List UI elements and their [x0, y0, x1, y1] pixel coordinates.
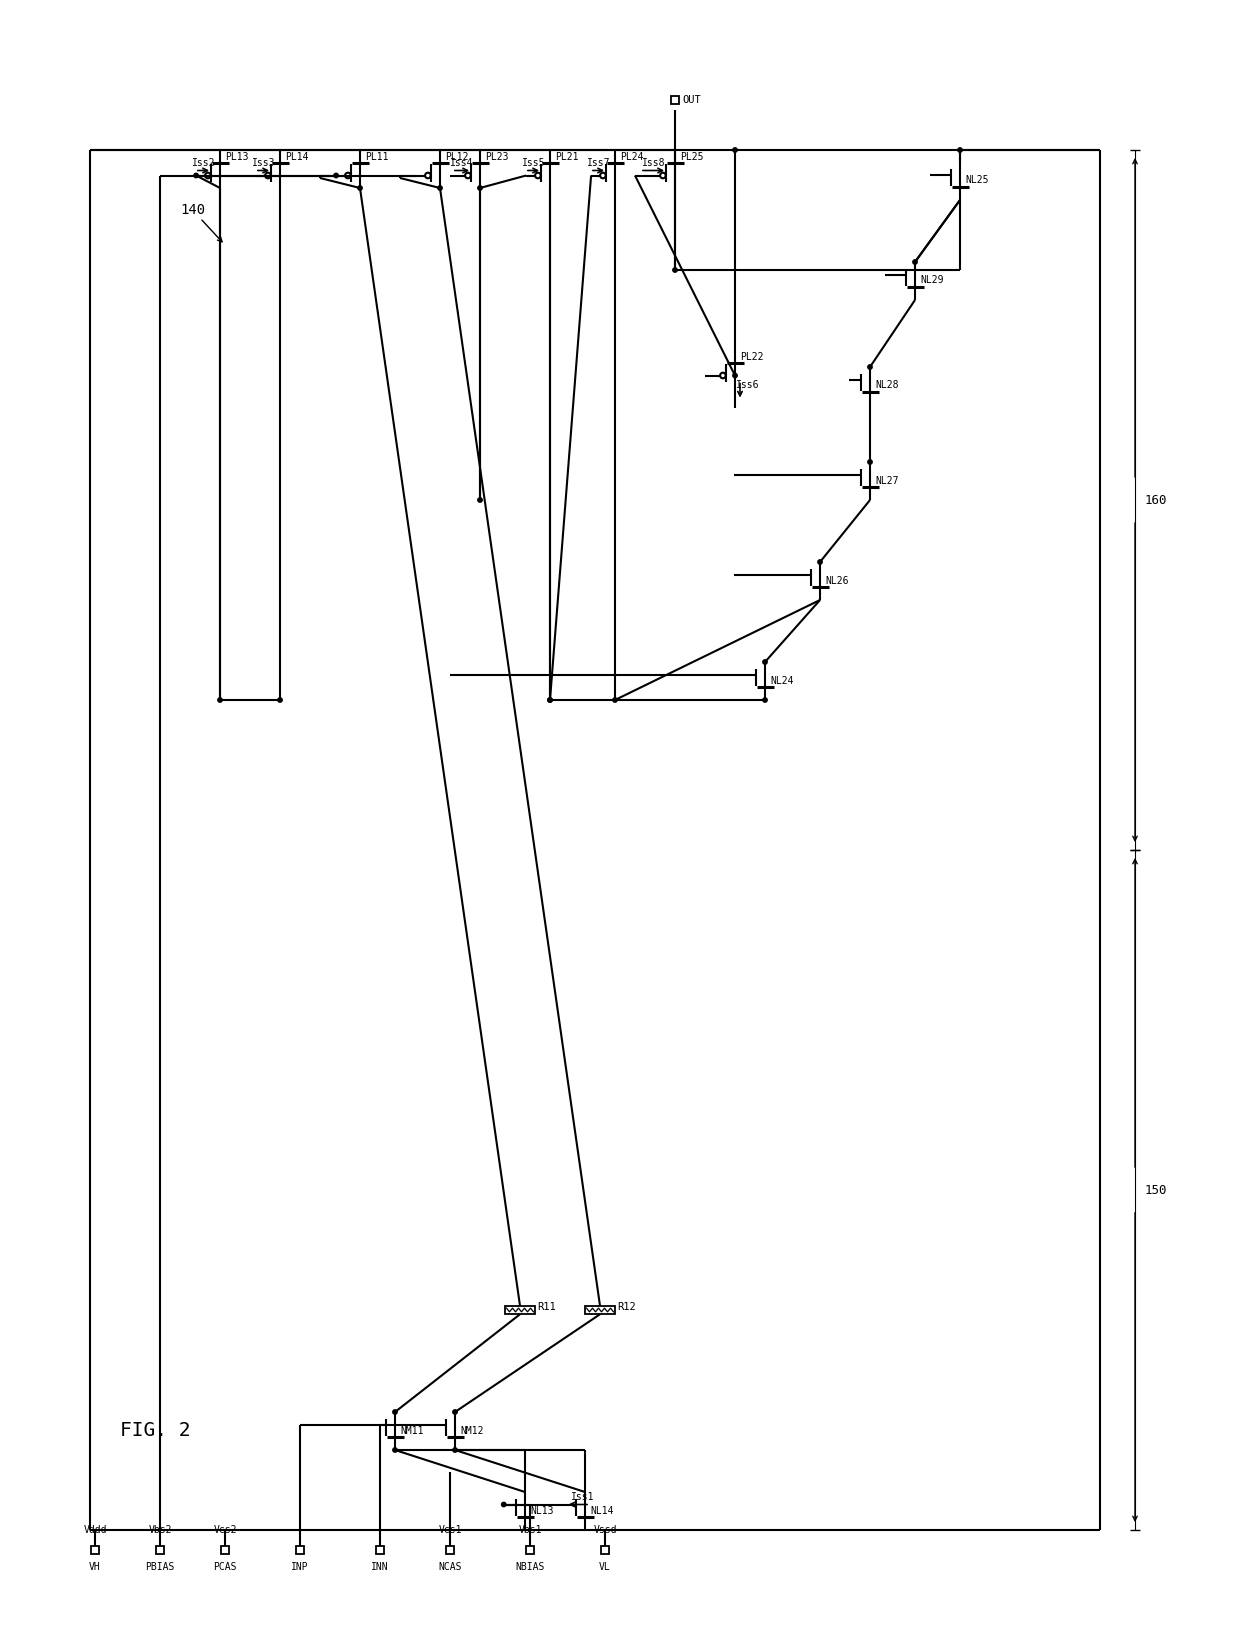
Circle shape [393, 1447, 397, 1452]
Circle shape [763, 698, 768, 703]
Text: NL29: NL29 [920, 276, 944, 285]
Text: Iss6: Iss6 [737, 381, 760, 391]
Bar [446, 1546, 454, 1554]
Text: OUT: OUT [682, 96, 701, 106]
Circle shape [278, 698, 283, 703]
Circle shape [913, 259, 918, 264]
Text: NL25: NL25 [965, 175, 988, 185]
Text: 160: 160 [1145, 493, 1168, 507]
Circle shape [763, 660, 768, 665]
Text: NM12: NM12 [460, 1426, 484, 1436]
Circle shape [477, 498, 482, 502]
Circle shape [868, 365, 872, 370]
Text: INP: INP [291, 1563, 309, 1572]
Text: Vcs1: Vcs1 [438, 1525, 461, 1535]
Circle shape [733, 373, 738, 378]
Text: NL26: NL26 [825, 576, 848, 586]
Text: Iss5: Iss5 [522, 157, 546, 168]
Bar [526, 1546, 534, 1554]
Text: PL12: PL12 [445, 152, 469, 162]
Circle shape [393, 1409, 397, 1414]
Text: NL14: NL14 [590, 1505, 614, 1515]
Circle shape [453, 1447, 458, 1452]
Text: NL27: NL27 [875, 475, 899, 485]
Text: Iss7: Iss7 [587, 157, 610, 168]
Circle shape [868, 460, 872, 464]
Text: PL13: PL13 [224, 152, 248, 162]
Text: NCAS: NCAS [438, 1563, 461, 1572]
Bar [376, 1546, 384, 1554]
Text: Iss3: Iss3 [252, 157, 275, 168]
Text: PCAS: PCAS [213, 1563, 237, 1572]
Circle shape [818, 559, 822, 564]
Text: R11: R11 [537, 1302, 556, 1312]
Text: VL: VL [599, 1563, 611, 1572]
Bar [221, 1546, 229, 1554]
Text: NBIAS: NBIAS [516, 1563, 544, 1572]
Circle shape [733, 148, 738, 152]
Text: Vssd: Vssd [593, 1525, 616, 1535]
Text: 140: 140 [180, 203, 205, 218]
Text: PL14: PL14 [285, 152, 309, 162]
Text: PL25: PL25 [680, 152, 703, 162]
Circle shape [548, 698, 552, 703]
Circle shape [334, 173, 339, 178]
Text: Vddd: Vddd [83, 1525, 107, 1535]
Text: Vbs1: Vbs1 [518, 1525, 542, 1535]
Text: R12: R12 [618, 1302, 636, 1312]
Bar [585, 1305, 615, 1315]
Circle shape [218, 698, 222, 703]
Bar [296, 1546, 304, 1554]
Text: PL22: PL22 [740, 351, 764, 361]
Text: NL28: NL28 [875, 381, 899, 391]
Text: PBIAS: PBIAS [145, 1563, 175, 1572]
Circle shape [477, 186, 482, 190]
Text: PL21: PL21 [556, 152, 579, 162]
Text: Vcs2: Vcs2 [213, 1525, 237, 1535]
Text: NL24: NL24 [770, 675, 794, 685]
Circle shape [613, 698, 618, 703]
Bar [671, 96, 680, 104]
Bar [505, 1305, 534, 1315]
Text: 150: 150 [1145, 1183, 1168, 1196]
Circle shape [438, 186, 443, 190]
Text: PL11: PL11 [365, 152, 388, 162]
Circle shape [548, 698, 552, 703]
Text: Iss4: Iss4 [450, 157, 474, 168]
Text: NL13: NL13 [529, 1505, 553, 1515]
Text: Iss2: Iss2 [192, 157, 216, 168]
Circle shape [453, 1409, 458, 1414]
Text: VH: VH [89, 1563, 100, 1572]
Bar [156, 1546, 164, 1554]
Circle shape [193, 173, 198, 178]
Circle shape [501, 1502, 506, 1506]
Bar [601, 1546, 609, 1554]
Text: Vbs2: Vbs2 [149, 1525, 172, 1535]
Text: NM11: NM11 [401, 1426, 424, 1436]
Circle shape [957, 148, 962, 152]
Text: Iss1: Iss1 [572, 1492, 595, 1502]
Text: PL24: PL24 [620, 152, 644, 162]
Text: FIG. 2: FIG. 2 [120, 1421, 191, 1439]
Text: Iss8: Iss8 [642, 157, 665, 168]
Circle shape [673, 267, 677, 272]
Circle shape [358, 186, 362, 190]
Bar [91, 1546, 99, 1554]
Text: INN: INN [371, 1563, 389, 1572]
Text: PL23: PL23 [485, 152, 508, 162]
